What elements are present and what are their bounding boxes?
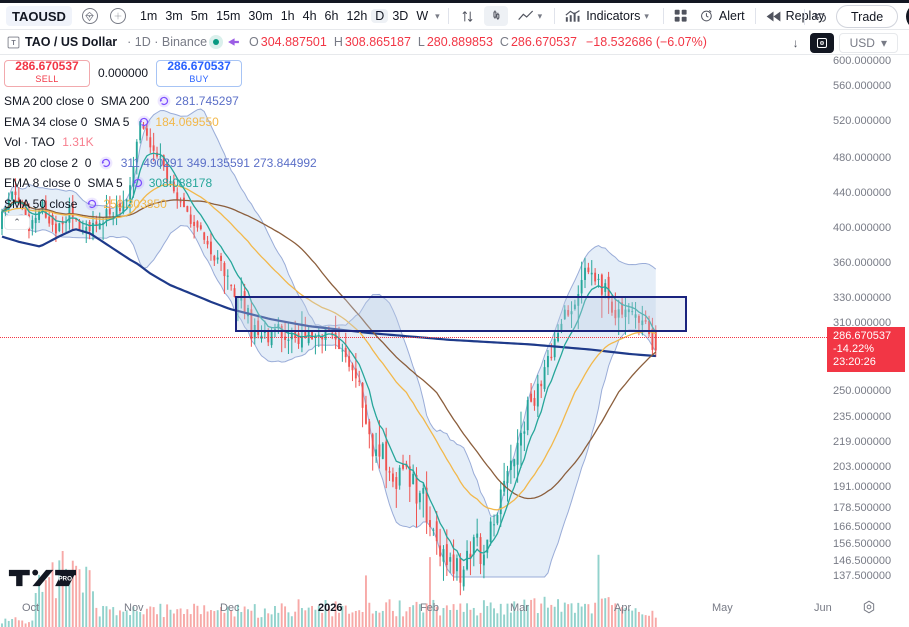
svg-text:PRO: PRO [58, 575, 72, 582]
svg-text:T: T [11, 39, 16, 46]
